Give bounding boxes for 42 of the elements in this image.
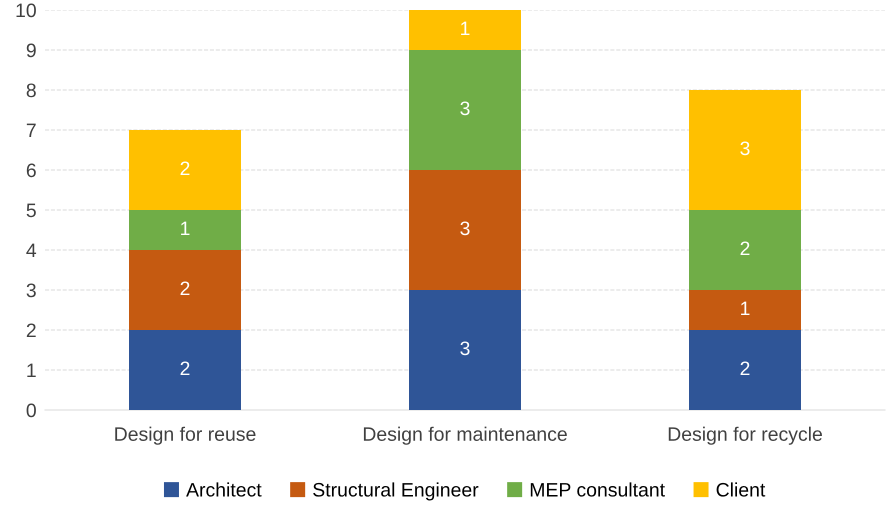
legend-label: MEP consultant [530, 482, 665, 497]
y-tick-label: 7 [26, 124, 36, 138]
bar [689, 90, 801, 210]
y-tick-label: 6 [26, 163, 36, 178]
data-label: 3 [460, 101, 470, 116]
y-tick-label: 9 [26, 43, 36, 58]
bar [409, 170, 521, 290]
data-label: 1 [181, 222, 190, 236]
legend-label: Client [716, 482, 766, 497]
data-label: 2 [180, 281, 190, 296]
data-label: 1 [461, 22, 470, 36]
bar [409, 290, 521, 410]
data-label: 3 [740, 141, 750, 156]
bar [129, 210, 241, 250]
y-tick-label: 2 [26, 323, 36, 338]
y-tick-label: 10 [16, 3, 36, 18]
data-label: 3 [460, 221, 470, 236]
x-tick-label: Design for reuse [115, 426, 256, 445]
data-label: 2 [740, 361, 750, 376]
data-label: 2 [740, 241, 750, 256]
bar [409, 10, 521, 50]
y-tick-label: 1 [27, 364, 36, 378]
bar [129, 130, 241, 210]
bar [129, 330, 241, 410]
data-label: 3 [460, 341, 470, 356]
y-tick-label: 4 [26, 244, 36, 258]
bar [129, 250, 241, 330]
y-tick-label: 0 [26, 403, 36, 418]
bar [689, 330, 801, 410]
bar [689, 210, 801, 290]
x-tick-label: Design for recycle [668, 426, 822, 445]
data-label: 2 [180, 161, 190, 176]
y-tick-label: 3 [26, 283, 36, 298]
legend-label: Architect [186, 482, 262, 497]
y-tick-label: 8 [26, 83, 36, 98]
x-tick-label: Design for maintenance [364, 426, 567, 445]
legend-label: Structural Engineer [313, 482, 478, 500]
bar [409, 50, 521, 170]
y-tick-label: 5 [26, 204, 36, 218]
data-label: 1 [741, 302, 750, 316]
data-label: 2 [180, 361, 190, 376]
bar [689, 290, 801, 330]
